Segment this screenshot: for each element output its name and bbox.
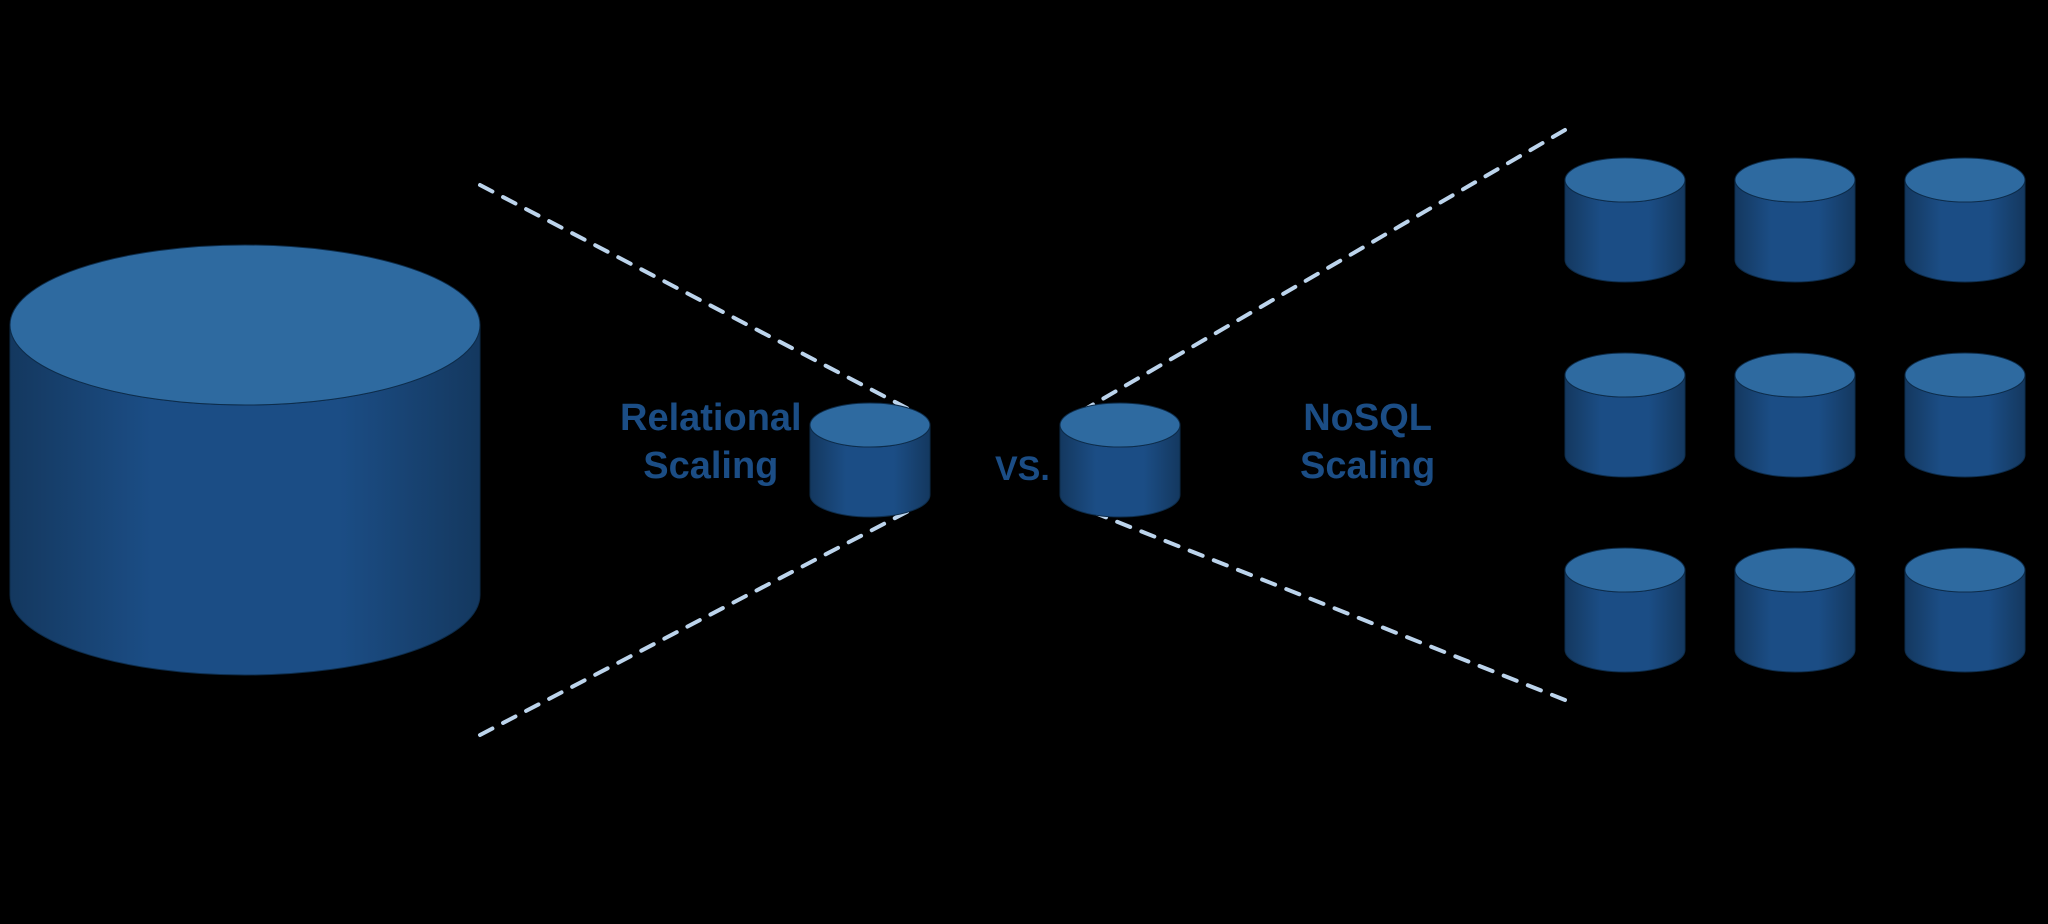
vs-label: VS.	[995, 448, 1050, 491]
relational-scaling-label: Relational Scaling	[620, 395, 802, 490]
grid-db-cylinder	[1735, 548, 1855, 672]
grid-db-cylinder	[1735, 158, 1855, 282]
grid-db-cylinder	[1905, 158, 2025, 282]
grid-db-cylinder	[1565, 548, 1685, 672]
grid-db-cylinder	[1565, 158, 1685, 282]
grid-db-cylinder	[1905, 353, 2025, 477]
big-db-cylinder	[10, 245, 480, 675]
small-db-right	[1060, 403, 1180, 517]
small-db-left	[810, 403, 930, 517]
nosql-scaling-label: NoSQL Scaling	[1300, 395, 1435, 490]
grid-db-cylinder	[1565, 353, 1685, 477]
grid-db-cylinder	[1735, 353, 1855, 477]
grid-db-cylinder	[1905, 548, 2025, 672]
